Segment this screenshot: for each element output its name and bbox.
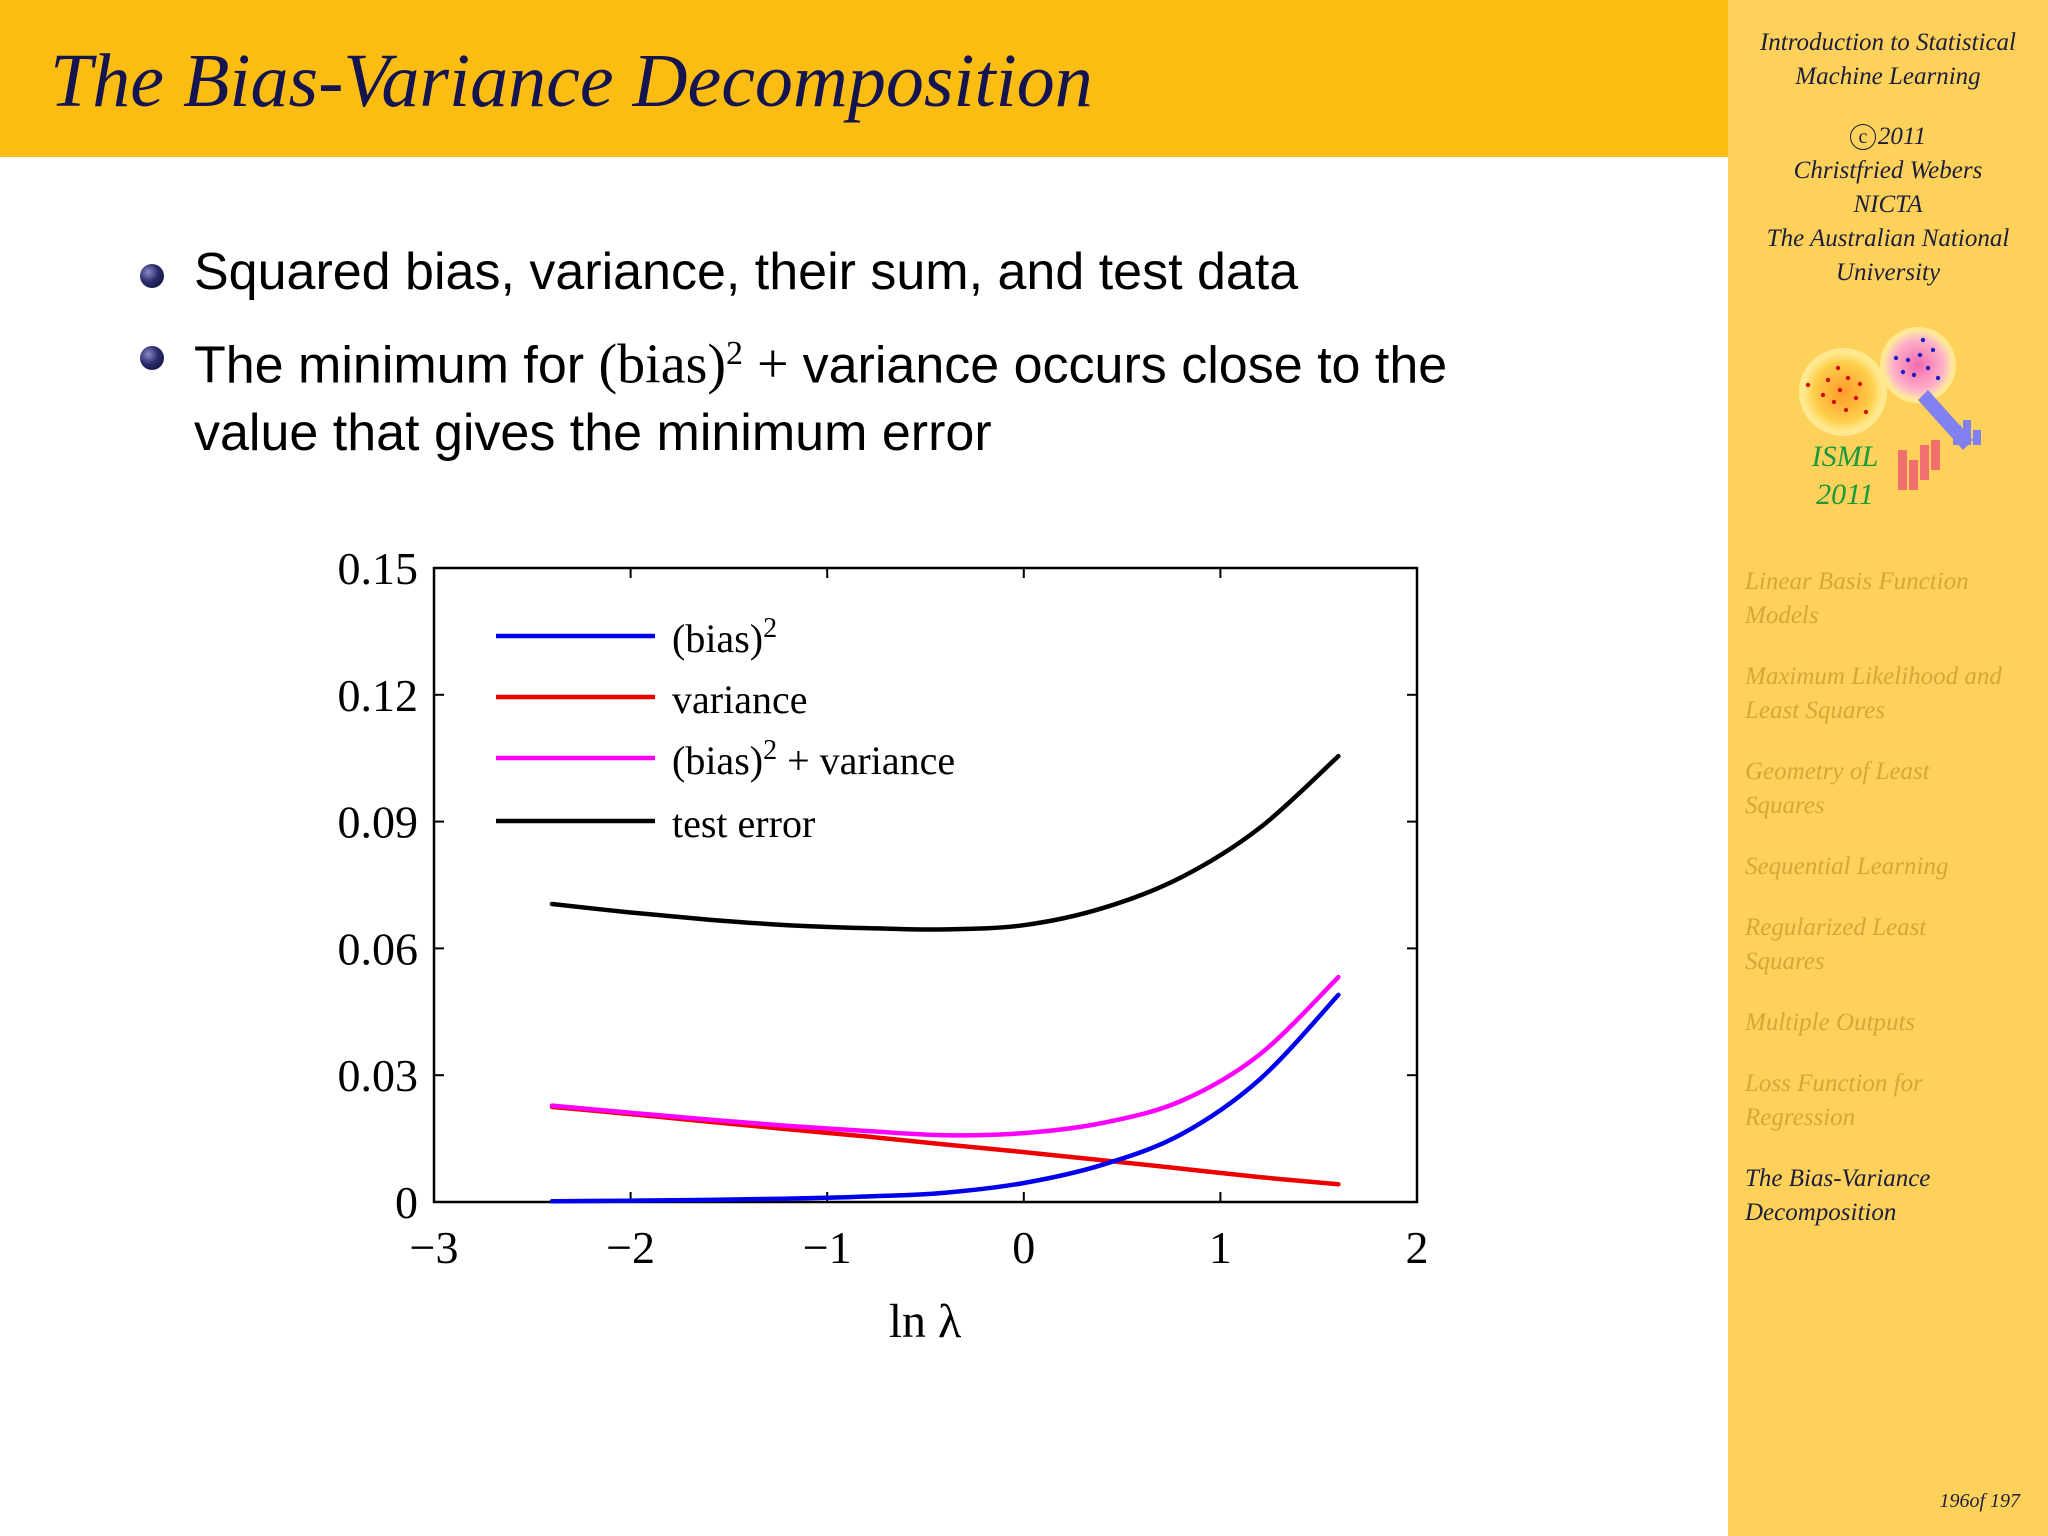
nav-item-label: Maximum Likelihood and xyxy=(1745,663,2002,690)
nav-item-label: Loss Function for xyxy=(1745,1070,1923,1097)
org-anu-line1: The Australian National xyxy=(1766,225,2010,252)
isml-logo-icon xyxy=(1799,327,1981,490)
x-tick-label: −3 xyxy=(410,1222,459,1273)
x-tick-label: −1 xyxy=(803,1222,852,1273)
nav-item-geometry-of-least[interactable]: Geometry of Least Squares xyxy=(1745,755,2045,823)
page-number: 196of 197 xyxy=(1939,1490,2020,1512)
sidebar: Introduction to Statistical Machine Lear… xyxy=(1728,0,2048,1536)
legend-label: (bias)2 xyxy=(672,613,777,662)
y-tick-label: 0.03 xyxy=(338,1050,419,1101)
series-line-variance xyxy=(549,1104,1341,1187)
series-line-test-error xyxy=(549,753,1341,932)
nav-item-label: Regression xyxy=(1745,1104,1856,1131)
nav-item-multiple-outputs[interactable]: Multiple Outputs xyxy=(1745,1006,2045,1040)
nav-item-label: The Bias-Variance xyxy=(1745,1165,1931,1192)
copyright-icon: c xyxy=(1849,124,1876,150)
logo-label-line2: 2011 xyxy=(1816,478,1874,511)
author-block: c 2011 Christfried Webers NICTA The Austr… xyxy=(1728,120,2048,290)
org-anu-line2: University xyxy=(1835,259,1941,286)
x-tick-label: −2 xyxy=(606,1222,655,1273)
x-axis-label: ln λ xyxy=(889,1295,962,1348)
plot-frame xyxy=(432,566,1419,1204)
y-tick-label: 0 xyxy=(395,1177,418,1228)
nav-item-label: Sequential Learning xyxy=(1745,853,1949,880)
bias-variance-chart: −3 −2 −1 0 1 2 0 0.03 0.06 0.09 0.12 0.15 (bias)2 va… xyxy=(338,543,1429,1348)
nav-item-label: Decomposition xyxy=(1745,1199,1897,1226)
legend-label: (bias)2 + variance xyxy=(672,735,955,784)
nav-item-label: Linear Basis Function xyxy=(1745,568,1969,595)
bullet-item: The minimum for (bias)2 + variance occur… xyxy=(140,320,1610,467)
bullet-text-line2: value that gives the minimum error xyxy=(194,404,992,463)
math-plus: + xyxy=(743,333,803,396)
math-exponent: 2 xyxy=(726,335,744,372)
nav-item-label: Least Squares xyxy=(1745,697,1886,724)
copyright-year: 2011 xyxy=(1877,123,1927,150)
logo-label-line1: ISML xyxy=(1811,440,1879,473)
course-title-line1: Introduction to Statistical xyxy=(1759,29,2016,56)
section-nav: Linear Basis Function Models Maximum Likel… xyxy=(1745,565,2045,1257)
author-name: Christfried Webers xyxy=(1793,157,1983,184)
nav-item-maximum-likelihood-and[interactable]: Maximum Likelihood and Least Squares xyxy=(1745,660,2045,728)
bullet-text: Squared bias, variance, their sum, and t… xyxy=(194,243,1299,301)
x-tick-label: 0 xyxy=(1012,1222,1035,1273)
title-bar: The Bias-Variance Decomposition xyxy=(0,0,1728,157)
legend-label: variance xyxy=(672,677,807,722)
series-line-bias xyxy=(549,992,1341,1204)
axis-ticks: −3 −2 −1 0 1 2 0 0.03 0.06 0.09 0.12 0.15 xyxy=(338,543,1429,1273)
nav-item-loss-function-for[interactable]: Loss Function for Regression xyxy=(1745,1067,2045,1135)
logo-label: ISML 2011 xyxy=(1785,438,1905,514)
series-lines xyxy=(549,753,1341,1204)
nav-item-the-bias-variance[interactable]: The Bias-Variance Decomposition xyxy=(1745,1162,2045,1230)
y-tick-label: 0.09 xyxy=(338,797,419,848)
nav-item-label: Geometry of Least xyxy=(1745,758,1930,785)
nav-item-sequential-learning[interactable]: Sequential Learning xyxy=(1745,850,2045,884)
bullet-icon xyxy=(140,264,164,288)
nav-item-label: Squares xyxy=(1745,792,1825,819)
bullet-text-pre: The minimum for xyxy=(194,336,599,395)
y-tick-label: 0.15 xyxy=(338,543,419,594)
course-title-line2: Machine Learning xyxy=(1795,63,1981,90)
y-tick-label: 0.06 xyxy=(338,923,419,974)
x-tick-label: 1 xyxy=(1209,1222,1232,1273)
legend-label: test error xyxy=(672,801,815,846)
bullet-text-post: variance occurs close to the xyxy=(802,336,1448,395)
bullet-icon xyxy=(140,346,164,370)
math-bias: (bias) xyxy=(598,333,727,396)
nav-item-regularized-least[interactable]: Regularized Least Squares xyxy=(1745,911,2045,979)
slide-title: The Bias-Variance Decomposition xyxy=(50,39,1093,123)
nav-item-label: Squares xyxy=(1745,948,1825,975)
x-tick-label: 2 xyxy=(1406,1222,1429,1273)
nav-item-linear-basis-function[interactable]: Linear Basis Function Models xyxy=(1745,565,2045,633)
y-tick-label: 0.12 xyxy=(338,670,419,721)
legend: (bias)2 variance (bias)2 + variance test er… xyxy=(496,613,955,846)
series-line-bias-variance xyxy=(549,974,1341,1138)
course-title: Introduction to Statistical Machine Lear… xyxy=(1728,26,2048,94)
bullet-list: Squared bias, variance, their sum, and t… xyxy=(140,238,1610,481)
org-nicta: NICTA xyxy=(1853,191,1923,218)
nav-item-label: Models xyxy=(1745,602,1819,629)
nav-item-label: Regularized Least xyxy=(1745,914,1927,941)
bullet-item: Squared bias, variance, their sum, and t… xyxy=(140,238,1610,306)
nav-item-label: Multiple Outputs xyxy=(1745,1009,1916,1036)
